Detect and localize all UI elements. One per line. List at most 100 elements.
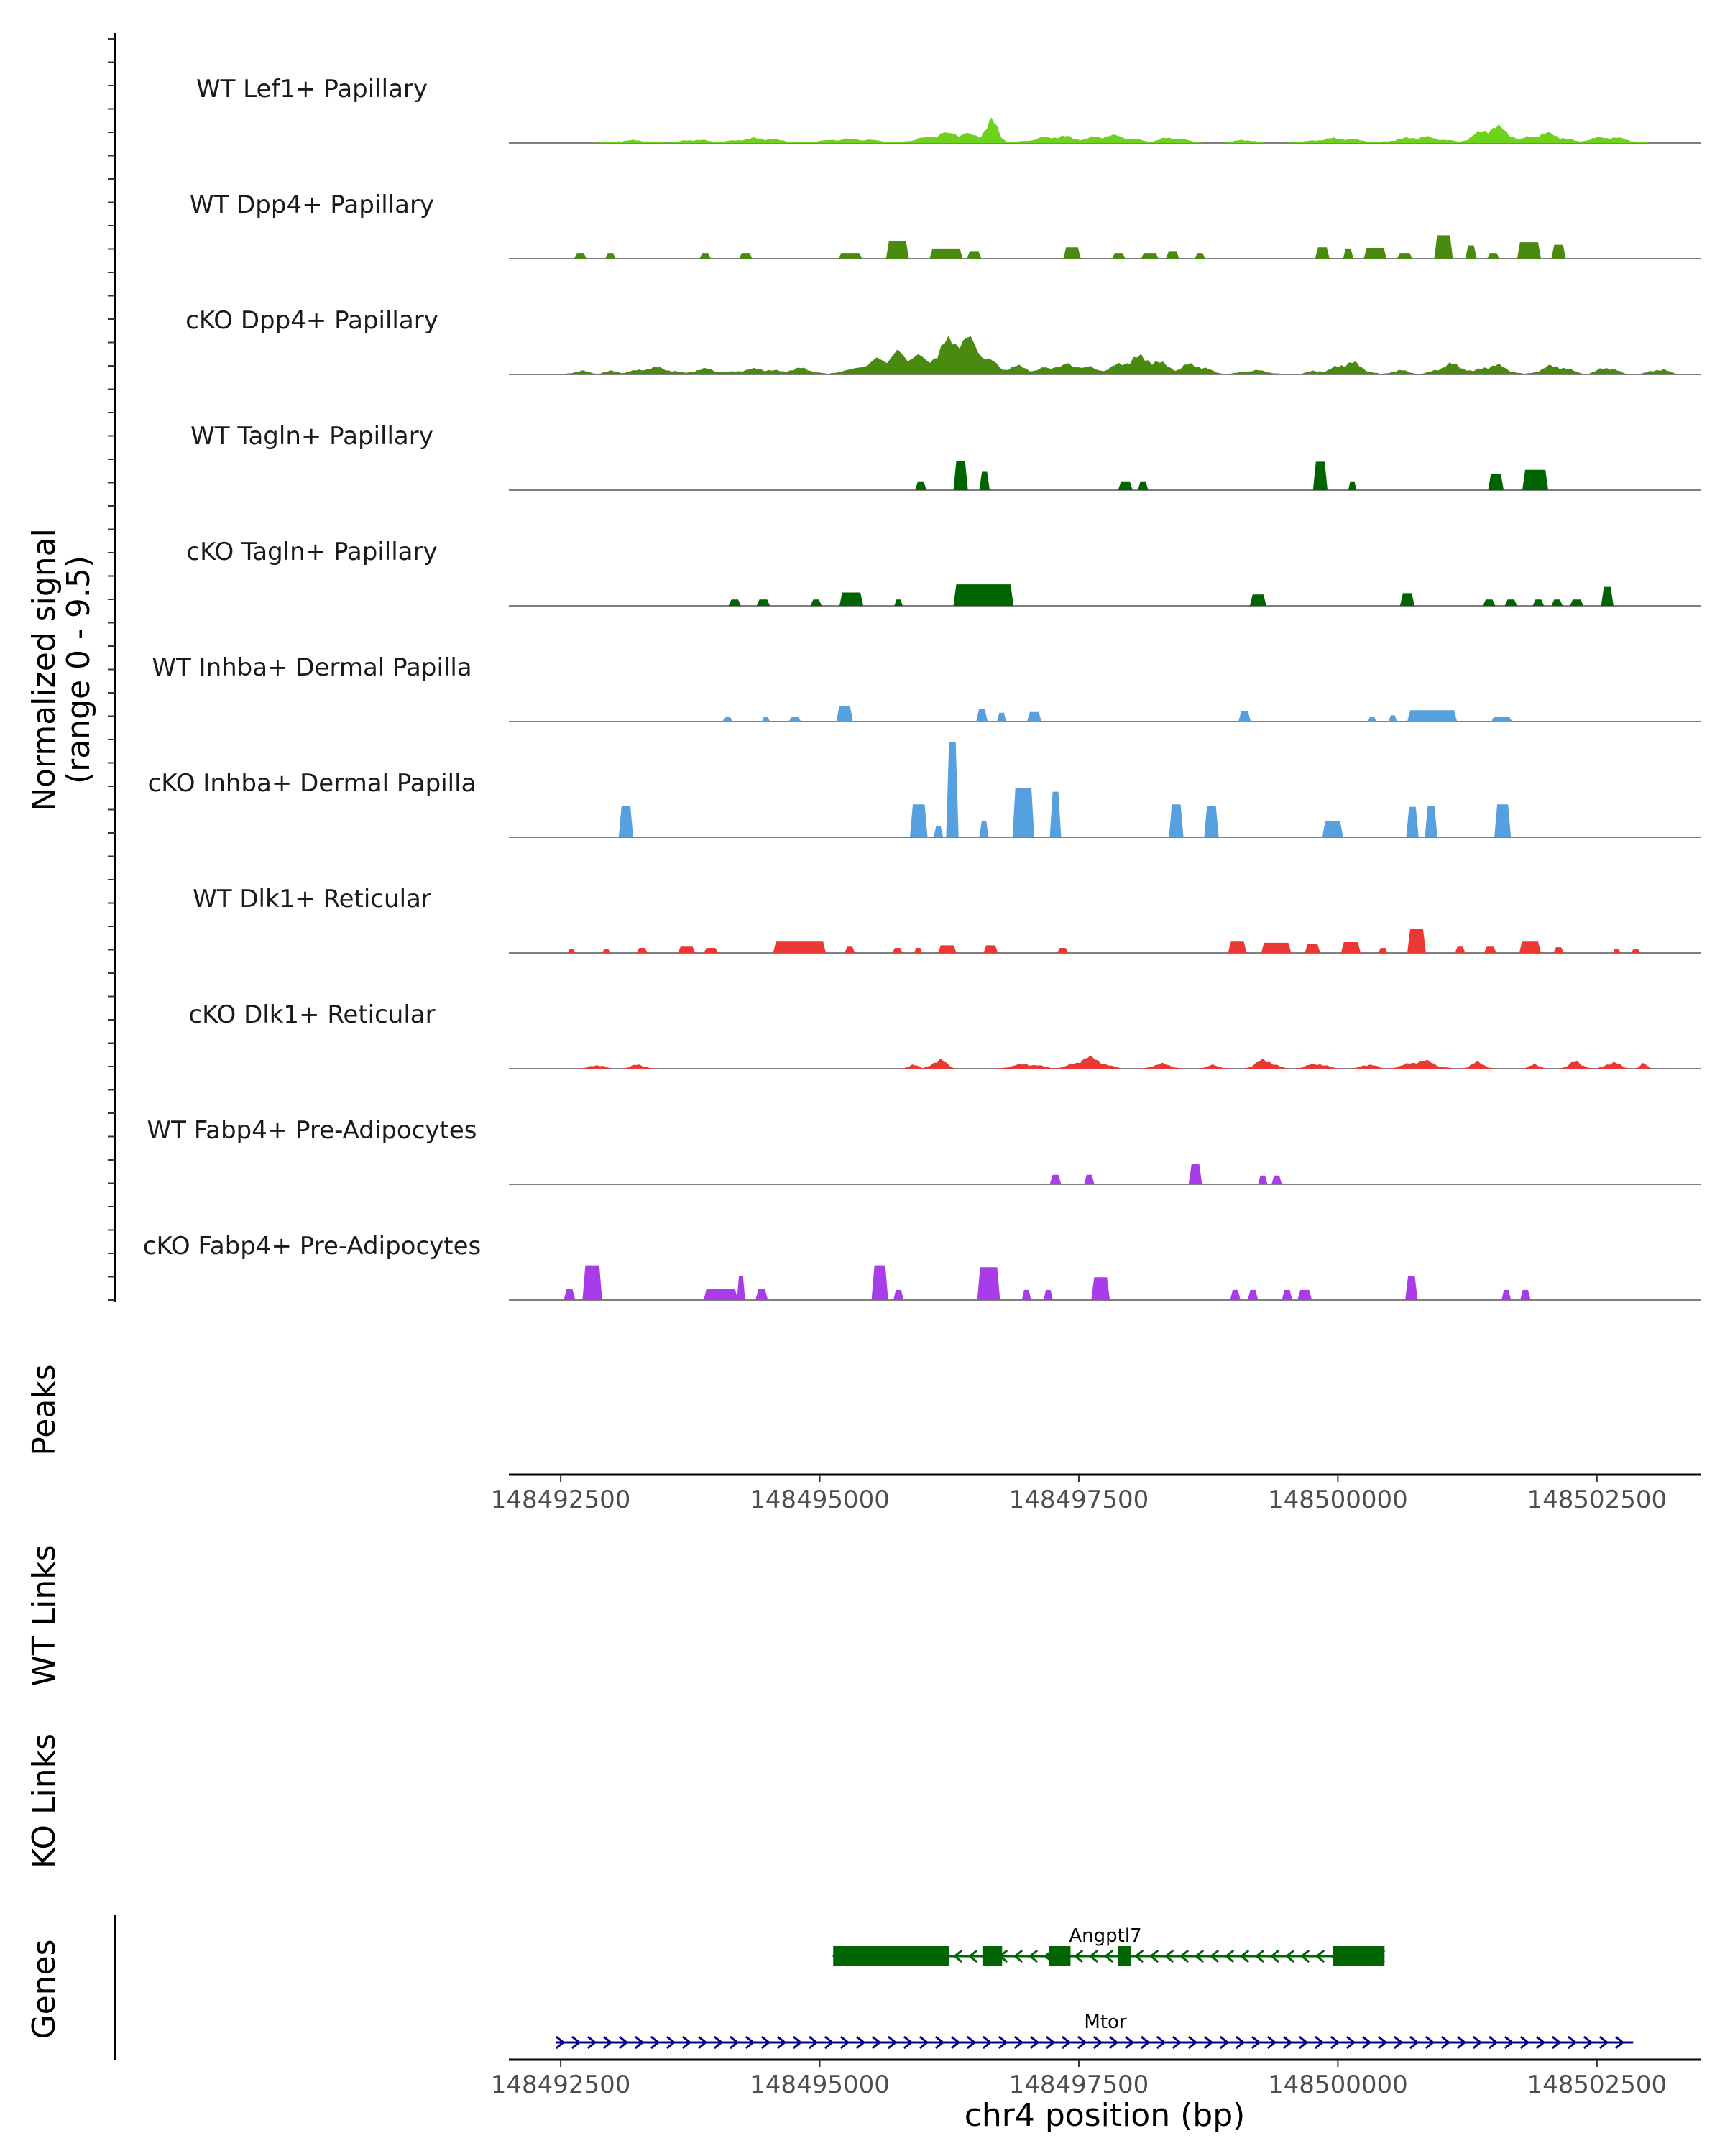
coverage-peak <box>1638 369 1680 374</box>
strand-arrow <box>1346 2035 1356 2050</box>
ko-links-track-label: KO Links <box>26 1733 63 1869</box>
coverage-peak <box>1244 1059 1287 1069</box>
x-tick-label: 148497500 <box>1009 2070 1149 2099</box>
coverage-peak <box>1026 711 1042 722</box>
strand-arrow <box>903 2035 914 2050</box>
coverage-peak <box>1553 947 1564 953</box>
gene-angptl7: Angptl7 <box>832 1925 1386 1966</box>
coverage-peak <box>845 946 855 953</box>
coverage-peak <box>915 481 926 490</box>
coverage-peak <box>1228 941 1247 953</box>
strand-arrow <box>1614 2035 1625 2050</box>
x-tick-label: 148502500 <box>1527 2070 1667 2099</box>
coverage-peak <box>1286 137 1390 143</box>
coverage-peak <box>1425 806 1438 837</box>
y-axis-groups <box>108 33 116 2060</box>
strand-arrow <box>1013 2035 1024 2050</box>
coverage-peak <box>983 945 998 953</box>
strand-arrow <box>952 1949 963 1963</box>
coverage-peak <box>977 1267 1000 1300</box>
track-label-wt-dpp4-papillary: WT Dpp4+ Papillary <box>190 190 434 219</box>
exon <box>982 1946 1003 1966</box>
coverage-peak <box>1248 1289 1259 1300</box>
coverage-peak <box>894 599 903 606</box>
coverage-peak <box>1378 948 1388 953</box>
strand-arrow <box>1266 2035 1277 2050</box>
strand-arrow <box>681 2035 692 2050</box>
exon <box>1049 1946 1071 1966</box>
coverage-peak <box>1487 253 1500 259</box>
strand-arrow <box>1298 2035 1309 2050</box>
coverage-peak <box>1517 242 1541 259</box>
coverage-peak <box>678 946 696 953</box>
coverage-peak <box>1504 599 1517 606</box>
x-tick-label: 148500000 <box>1268 2070 1408 2099</box>
coverage-peak <box>1635 1063 1652 1069</box>
strand-arrow <box>1103 1949 1114 1963</box>
track-label-cko-inhba-dermal-papilla: cKO Inhba+ Dermal Papilla <box>148 769 477 798</box>
coverage-peak <box>1238 711 1251 722</box>
strand-arrow <box>1203 2035 1214 2050</box>
strand-arrow <box>650 2035 661 2050</box>
strand-arrow <box>1251 2035 1261 2050</box>
coverage-peak <box>995 1064 1059 1069</box>
strand-arrow <box>1194 1949 1205 1963</box>
coverage-peak <box>923 1059 954 1069</box>
strand-arrow <box>1073 1949 1084 1963</box>
track-wt-inhba-dermal-papilla <box>509 706 1701 722</box>
coverage-peak <box>1483 599 1496 606</box>
coverage-peak <box>1141 137 1203 143</box>
strand-arrow <box>602 2035 613 2050</box>
coverage-peak <box>1601 586 1614 606</box>
strand-arrow <box>1504 2035 1514 2050</box>
coverage-peak <box>1379 369 1421 374</box>
track-label-cko-tagln-papillary: cKO Tagln+ Papillary <box>186 538 437 566</box>
coverage-peak <box>1455 946 1466 953</box>
coverage-peak <box>1368 717 1376 722</box>
strand-arrow <box>1393 2035 1404 2050</box>
strand-arrow <box>887 2035 898 2050</box>
strand-arrow <box>1124 2035 1135 2050</box>
strand-arrow <box>776 2035 787 2050</box>
track-wt-lef1-papillary <box>509 117 1701 144</box>
coverage-peak <box>581 1065 613 1069</box>
strand-arrow <box>1361 2035 1372 2050</box>
coverage-peak <box>755 1289 768 1300</box>
coverage-peak <box>1058 1055 1121 1069</box>
coverage-peak <box>1420 362 1484 374</box>
coverage-peak <box>674 367 737 374</box>
strand-arrow <box>618 2035 629 2050</box>
genes-track-label: Genes <box>26 1939 63 2039</box>
strand-arrow <box>966 2035 977 2050</box>
strand-arrow <box>1133 1949 1144 1963</box>
strand-arrow <box>1300 1949 1310 1963</box>
coverage-peak <box>1389 715 1397 722</box>
strand-arrow <box>1045 2035 1056 2050</box>
coverage-peak <box>953 584 1014 606</box>
strand-arrow <box>1598 2035 1609 2050</box>
coverage-peak <box>836 706 853 722</box>
x-axis-title: chr4 position (bp) <box>965 2097 1246 2134</box>
coverage-peak <box>1043 1289 1053 1300</box>
coverage-peak <box>1091 1277 1110 1300</box>
coverage-peak <box>1343 248 1353 259</box>
strand-arrow <box>634 2035 645 2050</box>
coverage-peak <box>1586 368 1629 374</box>
coverage-peak <box>1570 599 1584 606</box>
strand-arrow <box>1330 2035 1340 2050</box>
exon <box>1333 1946 1385 1966</box>
coverage-peak <box>810 599 822 606</box>
strand-arrow <box>1156 2035 1167 2050</box>
strand-arrow <box>1551 2035 1562 2050</box>
strand-arrow <box>1140 2035 1151 2050</box>
track-cko-dlk1-reticular <box>509 1055 1701 1069</box>
coverage-peak <box>953 461 968 490</box>
coverage-peak <box>1162 363 1224 374</box>
x-axes: 148492500 148495000 148497500 148500000 1485… <box>491 1473 1701 2099</box>
strand-arrow <box>1013 1949 1024 1963</box>
coverage-peak <box>574 253 587 259</box>
coverage-peak <box>1484 946 1496 953</box>
coverage-peak <box>612 366 696 374</box>
coverage-peak <box>910 804 928 837</box>
strand-arrow <box>792 2035 803 2050</box>
